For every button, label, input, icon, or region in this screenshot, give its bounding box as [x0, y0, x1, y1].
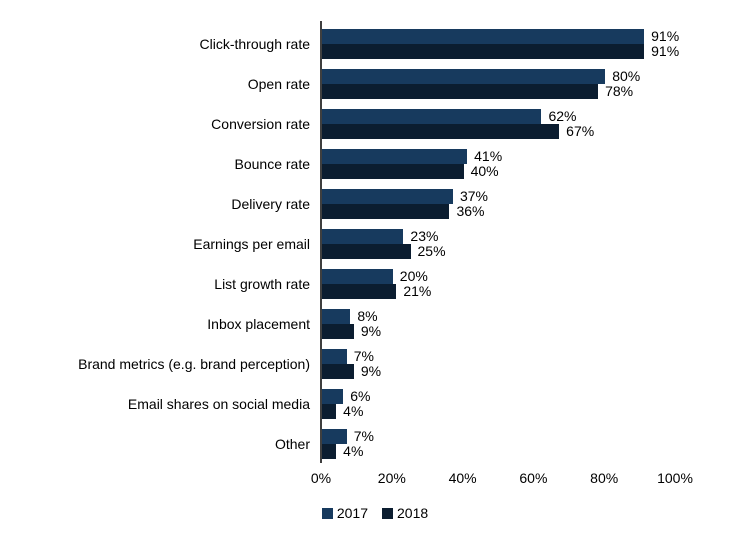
value-label-2018: 25% — [417, 243, 446, 259]
category-label: Brand metrics (e.g. brand perception) — [78, 356, 310, 372]
legend-item-2018: 2018 — [382, 505, 428, 521]
value-label-2018: 9% — [360, 323, 382, 339]
chart-row: Conversion rate 62% 67% — [0, 104, 750, 144]
chart-row: Bounce rate 41% 40% — [0, 144, 750, 184]
bar-2017 — [322, 189, 453, 204]
legend-label: 2017 — [336, 505, 368, 521]
value-label-2018: 4% — [343, 403, 364, 419]
chart-row: Click-through rate 91% 91% — [0, 24, 750, 64]
category-label: Bounce rate — [234, 156, 311, 172]
value-label-2017: 8% — [357, 308, 378, 324]
bar-2018 — [322, 244, 411, 259]
value-label-2017: 20% — [399, 268, 428, 284]
bar-2017 — [322, 269, 393, 284]
legend-swatch-icon — [382, 507, 393, 519]
value-label-2017: 62% — [548, 108, 577, 124]
x-axis-tick: 0% — [310, 470, 332, 486]
x-axis-tick: 80% — [590, 470, 619, 486]
legend-label: 2018 — [397, 505, 429, 521]
chart-row: Other 7% 4% — [0, 424, 750, 464]
category-label: Delivery rate — [231, 196, 310, 212]
bar-2017 — [322, 149, 468, 164]
bar-2018 — [322, 364, 354, 379]
bar-2018 — [322, 84, 599, 99]
value-label-2017: 37% — [459, 188, 488, 204]
chart-row: Earnings per email 23% 25% — [0, 224, 750, 264]
value-label-2018: 40% — [470, 163, 499, 179]
bar-2017 — [322, 349, 347, 364]
value-label-2017: 6% — [350, 388, 371, 404]
value-label-2018: 9% — [360, 363, 382, 379]
bar-2017 — [322, 389, 344, 404]
category-label: Open rate — [247, 76, 310, 92]
bar-2017 — [322, 29, 645, 44]
value-label-2017: 91% — [651, 28, 680, 44]
value-label-2017: 80% — [612, 68, 641, 84]
legend-item-2017: 2017 — [321, 505, 368, 521]
value-label-2018: 78% — [605, 83, 634, 99]
x-axis-tick: 100% — [657, 470, 693, 486]
value-label-2018: 21% — [403, 283, 432, 299]
x-axis-tick: 60% — [519, 470, 548, 486]
x-axis-tick: 40% — [448, 470, 477, 486]
bar-2017 — [322, 69, 606, 84]
category-label: Email shares on social media — [127, 396, 310, 412]
bar-2018 — [322, 404, 337, 419]
value-label-2018: 67% — [566, 123, 595, 139]
bar-2017 — [322, 229, 404, 244]
bar-2018 — [322, 44, 645, 59]
chart-row: Brand metrics (e.g. brand perception) 7% 9… — [0, 344, 750, 384]
category-label: Conversion rate — [211, 116, 310, 132]
category-label: Other — [274, 436, 310, 452]
category-label: List growth rate — [214, 276, 310, 292]
category-label: Click-through rate — [199, 36, 311, 52]
bar-2018 — [322, 324, 354, 339]
value-label-2018: 36% — [456, 203, 485, 219]
bar-2017 — [322, 429, 347, 444]
value-label-2017: 41% — [474, 148, 503, 164]
bar-2018 — [322, 124, 560, 139]
bar-2017 — [322, 309, 351, 324]
value-label-2018: 91% — [651, 43, 680, 59]
x-axis-tick: 20% — [377, 470, 406, 486]
bar-2018 — [322, 204, 450, 219]
category-label: Inbox placement — [207, 316, 310, 332]
bar-2018 — [322, 444, 337, 459]
chart-row: Email shares on social media 6% 4% — [0, 384, 750, 424]
chart-row: Open rate 80% 78% — [0, 64, 750, 104]
chart-row: Delivery rate 37% 36% — [0, 184, 750, 224]
chart-row: List growth rate 20% 21% — [0, 264, 750, 304]
chart-row: Inbox placement 8% 9% — [0, 304, 750, 344]
legend: 2017 2018 — [0, 505, 750, 521]
value-label-2017: 7% — [353, 428, 374, 444]
bar-2017 — [322, 109, 542, 124]
value-label-2017: 7% — [353, 348, 374, 364]
bar-2018 — [322, 284, 397, 299]
category-label: Earnings per email — [193, 236, 310, 252]
bar-2018 — [322, 164, 464, 179]
y-axis-line — [320, 21, 322, 463]
value-label-2018: 4% — [343, 443, 364, 459]
legend-swatch-icon — [321, 507, 333, 519]
value-label-2017: 23% — [410, 228, 439, 244]
